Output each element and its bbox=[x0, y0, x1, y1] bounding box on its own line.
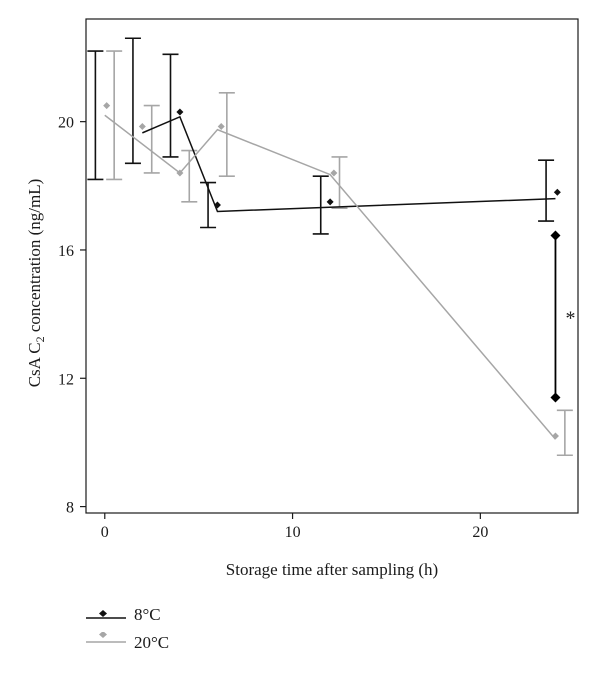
axes: 0 10 20 8 12 16 20 bbox=[58, 18, 579, 541]
y-tick-label: 12 bbox=[58, 371, 74, 388]
error-bars bbox=[87, 37, 573, 457]
data-point-20c bbox=[330, 169, 338, 177]
data-point-8c bbox=[553, 188, 561, 196]
legend-label-20c: 20°C bbox=[134, 633, 170, 652]
plot-frame bbox=[85, 18, 579, 514]
significance-asterisk: * bbox=[565, 308, 575, 330]
legend-swatch-20c bbox=[86, 632, 126, 643]
data-point-20c bbox=[551, 432, 559, 440]
y-tick-label: 16 bbox=[58, 243, 74, 260]
data-point-20c bbox=[176, 169, 184, 177]
y-tick-label: 20 bbox=[58, 115, 74, 132]
data-point-8c bbox=[326, 198, 334, 206]
data-point-20c bbox=[138, 122, 146, 130]
significance-marker: * bbox=[550, 230, 575, 403]
series-line-20c bbox=[104, 114, 557, 440]
legend-label-8c: 8°C bbox=[134, 605, 161, 624]
data-point-8c bbox=[176, 108, 184, 116]
data-point-20c bbox=[103, 102, 111, 110]
y-axis-label: CsA C2 concentration (ng/mL) bbox=[25, 179, 47, 388]
data-markers bbox=[103, 102, 561, 440]
data-point-20c bbox=[217, 122, 225, 130]
significance-diamond bbox=[550, 230, 561, 241]
y-tick-label: 8 bbox=[66, 500, 74, 517]
series-line-8c bbox=[142, 115, 556, 213]
chart-svg: 0 10 20 8 12 16 20 * Storage time after sampli… bbox=[25, 18, 579, 579]
significance-diamond bbox=[550, 392, 561, 403]
data-point-8c bbox=[213, 201, 221, 209]
legend-swatch-8c bbox=[86, 610, 126, 619]
x-axis-label: Storage time after sampling (h) bbox=[226, 560, 438, 579]
x-tick-label: 0 bbox=[101, 524, 109, 541]
x-tick-label: 10 bbox=[285, 524, 301, 541]
x-tick-label: 20 bbox=[472, 524, 488, 541]
series-lines bbox=[104, 114, 557, 440]
